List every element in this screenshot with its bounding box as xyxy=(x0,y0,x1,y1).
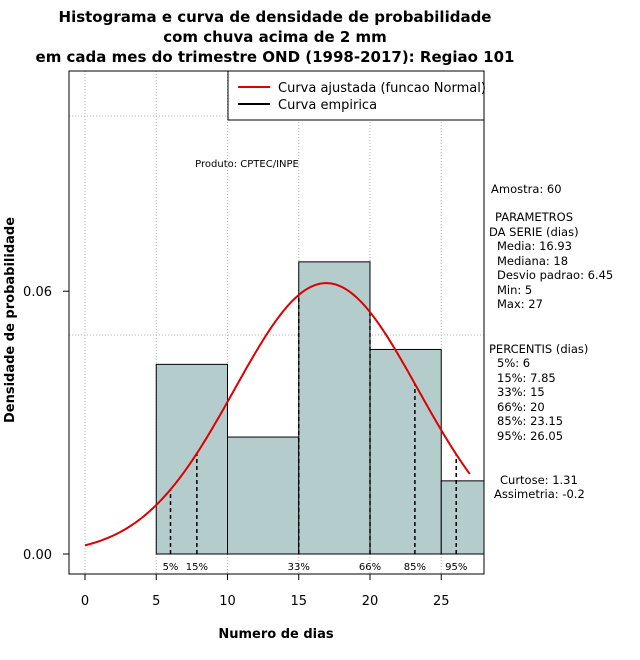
x-tick-label: 10 xyxy=(219,594,236,609)
chart-title-line-2: com chuva acima de 2 mm xyxy=(163,28,387,46)
percentil-15: 15%: 7.85 xyxy=(497,371,556,385)
legend-label-empirical: Curva empirica xyxy=(278,98,377,113)
y-axis-title: Densidade de probabilidade xyxy=(3,217,18,423)
percentil-33: 33%: 15 xyxy=(497,385,545,399)
histogram-bar xyxy=(227,436,300,555)
histogram-bar xyxy=(369,348,442,555)
curtose: Curtose: 1.31 xyxy=(500,473,578,487)
credit-annotation: Produto: CPTEC/INPE xyxy=(195,159,299,170)
x-tick-label: 25 xyxy=(433,594,450,609)
side-panel: Amostra: 60 PARAMETROS DA SERIE (dias) M… xyxy=(489,182,613,501)
percentile-lines: 5% 15% 33% 66% 85% 95% xyxy=(163,294,467,573)
histogram-bar xyxy=(440,480,485,555)
legend-label-normal: Curva ajustada (funcao Normal) xyxy=(278,81,486,96)
param-median: Mediana: 18 xyxy=(497,254,568,268)
normal-fit-curve xyxy=(84,282,471,547)
x-axis-title: Numero de dias xyxy=(218,627,334,642)
chart-title-line-3: em cada mes do trimestre OND (1998-2017)… xyxy=(36,48,515,66)
legend-box xyxy=(227,70,485,121)
percentile-label: 66% xyxy=(359,562,381,573)
y-tick-label: 0.00 xyxy=(23,548,52,563)
param-max: Max: 27 xyxy=(497,297,543,311)
histogram-bar xyxy=(298,261,371,555)
chart-title-line-1: Histograma e curva de densidade de proba… xyxy=(59,8,492,26)
x-tick-label: 15 xyxy=(290,594,307,609)
percentile-label: 15% xyxy=(186,562,208,573)
x-axis: 0 5 10 15 20 25 xyxy=(81,573,450,609)
percentil-5: 5%: 6 xyxy=(497,356,530,370)
percentile-label: 5% xyxy=(163,562,179,573)
y-axis: 0.00 0.06 xyxy=(23,285,70,563)
params-header-2: DA SERIE (dias) xyxy=(489,225,579,239)
percentile-label: 95% xyxy=(445,562,467,573)
percentile-label: 33% xyxy=(288,562,310,573)
params-header-1: PARAMETROS xyxy=(495,210,573,224)
histogram-bars xyxy=(155,261,485,555)
percentil-66: 66%: 20 xyxy=(497,400,545,414)
param-sd: Desvio padrao: 6.45 xyxy=(497,268,613,282)
legend: Curva ajustada (funcao Normal) Curva emp… xyxy=(227,70,486,121)
param-min: Min: 5 xyxy=(497,283,532,297)
percentis-header: PERCENTIS (dias) xyxy=(489,342,588,356)
param-mean: Media: 16.93 xyxy=(497,239,572,253)
y-tick-label: 0.06 xyxy=(23,285,52,300)
percentil-95: 95%: 26.05 xyxy=(497,429,563,443)
x-tick-label: 0 xyxy=(81,594,89,609)
x-tick-label: 20 xyxy=(362,594,379,609)
percentil-85: 85%: 23.15 xyxy=(497,414,563,428)
x-tick-label: 5 xyxy=(152,594,160,609)
percentile-label: 85% xyxy=(404,562,426,573)
sample-size: Amostra: 60 xyxy=(491,182,562,196)
assimetria: Assimetria: -0.2 xyxy=(494,487,585,501)
